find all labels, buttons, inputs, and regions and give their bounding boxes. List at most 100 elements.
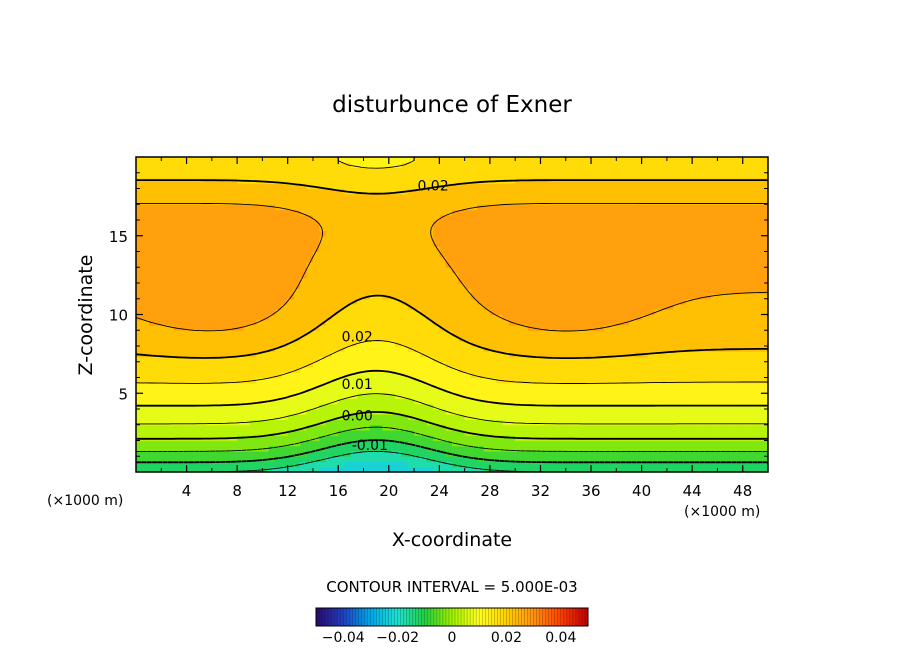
field-cell bbox=[357, 351, 365, 358]
field-cell bbox=[414, 325, 421, 331]
field-cell bbox=[452, 251, 459, 258]
field-cell bbox=[414, 430, 421, 436]
field-cell bbox=[584, 356, 592, 363]
field-cell bbox=[420, 377, 428, 384]
field-cell bbox=[458, 372, 466, 379]
field-cell bbox=[173, 393, 181, 400]
field-cell bbox=[452, 172, 459, 179]
field-cell bbox=[192, 246, 200, 253]
field-cell bbox=[572, 283, 579, 289]
field-cell bbox=[477, 178, 485, 184]
field-cell bbox=[142, 393, 150, 400]
field-cell bbox=[527, 235, 535, 242]
field-cell bbox=[281, 356, 289, 363]
field-cell bbox=[591, 199, 598, 205]
field-cell bbox=[237, 214, 245, 221]
field-cell bbox=[211, 225, 219, 232]
field-cell bbox=[578, 162, 586, 169]
field-cell bbox=[489, 246, 497, 253]
field-cell bbox=[136, 319, 143, 326]
field-cell bbox=[591, 283, 598, 289]
field-cell bbox=[376, 183, 384, 190]
field-cell bbox=[654, 314, 662, 321]
field-cell bbox=[628, 162, 636, 169]
field-cell bbox=[458, 340, 466, 347]
field-cell bbox=[521, 193, 529, 200]
field-cell bbox=[483, 214, 491, 221]
field-cell bbox=[578, 214, 586, 221]
field-cell bbox=[395, 214, 403, 221]
field-cell bbox=[654, 403, 662, 410]
field-cell bbox=[628, 167, 636, 174]
field-cell bbox=[199, 456, 207, 463]
field-cell bbox=[211, 382, 219, 389]
field-cell bbox=[477, 267, 485, 274]
field-cell bbox=[382, 330, 390, 337]
field-cell bbox=[357, 372, 365, 379]
field-cell bbox=[262, 409, 270, 415]
field-cell bbox=[395, 199, 403, 205]
field-cell bbox=[275, 398, 282, 405]
field-cell bbox=[515, 309, 523, 316]
field-cell bbox=[534, 209, 542, 216]
field-cell bbox=[622, 367, 630, 373]
field-cell bbox=[376, 388, 384, 394]
field-cell bbox=[376, 172, 384, 179]
field-cell bbox=[275, 157, 282, 163]
field-cell bbox=[527, 277, 535, 284]
field-cell bbox=[654, 330, 662, 337]
field-cell bbox=[388, 298, 396, 305]
field-cell bbox=[521, 167, 529, 174]
field-cell bbox=[553, 267, 561, 274]
field-cell bbox=[262, 435, 270, 442]
field-cell bbox=[173, 335, 181, 342]
field-cell bbox=[338, 199, 346, 205]
field-cell bbox=[433, 225, 440, 232]
field-cell bbox=[508, 377, 516, 384]
field-cell bbox=[173, 241, 181, 247]
field-cell bbox=[445, 440, 453, 447]
field-cell bbox=[578, 419, 586, 426]
field-cell bbox=[161, 403, 169, 410]
field-cell bbox=[508, 235, 516, 242]
field-cell bbox=[319, 199, 327, 205]
field-cell bbox=[294, 319, 301, 326]
field-cell bbox=[610, 424, 617, 431]
field-cell bbox=[616, 340, 624, 347]
field-cell bbox=[325, 267, 333, 274]
field-cell bbox=[331, 419, 339, 426]
field-cell bbox=[167, 314, 175, 321]
field-cell bbox=[458, 193, 466, 200]
field-cell bbox=[508, 403, 516, 410]
field-cell bbox=[287, 335, 295, 342]
field-cell bbox=[534, 403, 542, 410]
field-cell bbox=[249, 451, 257, 457]
field-cell bbox=[502, 241, 510, 247]
field-cell bbox=[477, 414, 485, 421]
field-cell bbox=[458, 230, 466, 237]
field-cell bbox=[565, 309, 573, 316]
field-cell bbox=[142, 330, 150, 337]
field-cell bbox=[483, 262, 491, 268]
field-cell bbox=[445, 445, 453, 452]
field-cell bbox=[603, 314, 611, 321]
field-cell bbox=[319, 183, 327, 190]
field-cell bbox=[603, 241, 611, 247]
field-cell bbox=[275, 424, 282, 431]
field-cell bbox=[502, 277, 510, 284]
field-cell bbox=[312, 351, 320, 358]
field-cell bbox=[654, 183, 662, 190]
field-cell bbox=[312, 220, 320, 226]
field-cell bbox=[433, 340, 440, 347]
field-cell bbox=[572, 204, 579, 211]
field-cell bbox=[180, 361, 188, 368]
field-cell bbox=[603, 403, 611, 410]
field-cell bbox=[647, 225, 655, 232]
field-cell bbox=[565, 241, 573, 247]
field-cell bbox=[477, 377, 485, 384]
field-cell bbox=[180, 162, 188, 169]
field-cell bbox=[420, 267, 428, 274]
field-cell bbox=[489, 193, 497, 200]
field-cell bbox=[256, 382, 263, 389]
field-cell bbox=[597, 330, 605, 337]
